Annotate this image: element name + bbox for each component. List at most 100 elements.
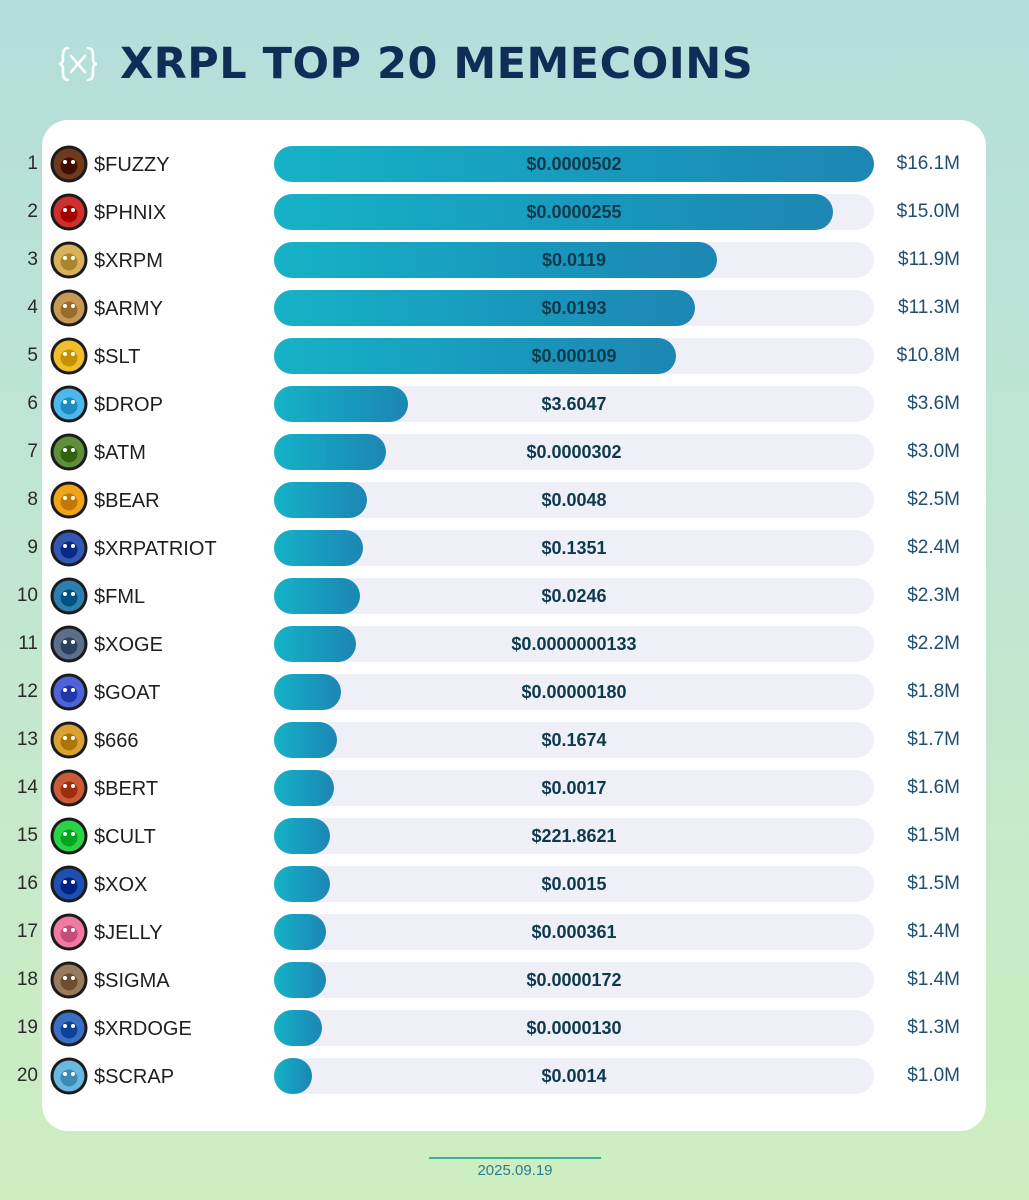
phoenix-bird-avatar-icon [50,193,88,231]
xrdoge-husky-avatar-icon [50,1009,88,1047]
bar [274,674,341,710]
header: XRPL TOP 20 MEMECOINS [56,36,753,92]
bar-track: $0.0017 [274,770,874,806]
bar-track: $0.0000172 [274,962,874,998]
coin-ticker: $ARMY [94,298,163,320]
chart-row: 2 $PHNIX $0.0000255 $15.0M [0,193,1029,231]
price-label: $0.00000180 [521,682,627,702]
market-cap-label: $1.4M [907,921,960,942]
rank-label: 8 [27,489,38,510]
scrap-dog-avatar-icon [50,1057,88,1095]
bar-track: $0.0193 [274,290,874,326]
slt-cap-face-avatar-icon [50,337,88,375]
bar [274,194,833,230]
footer-divider [429,1157,601,1159]
goat-unicorn-avatar-icon [50,673,88,711]
coin-ticker: $XOGE [94,634,163,656]
chart-row: 11 $XOGE $0.0000000133 $2.2M [0,625,1029,663]
bar-track: $0.0119 [274,242,874,278]
rank-label: 19 [16,1017,38,1038]
coin-ticker: $DROP [94,394,163,416]
rank-label: 6 [27,393,38,414]
bar-track: $0.1351 [274,530,874,566]
chart-row: 17 $JELLY $0.000361 $1.4M [0,913,1029,951]
bar-track: $0.00000180 [274,674,874,710]
price-label: $0.0000302 [526,442,622,462]
bar [274,530,363,566]
price-label: $0.0015 [541,874,607,894]
chart-row: 8 $BEAR $0.0048 $2.5M [0,481,1029,519]
price-label: $0.0000130 [526,1018,622,1038]
coin-ticker: $FUZZY [94,154,170,176]
bar [274,962,326,998]
coin-ticker: $CULT [94,826,156,848]
price-label: $0.000361 [531,922,617,942]
coin-ticker: $PHNIX [94,202,167,224]
rank-label: 5 [27,345,38,366]
bar [274,866,330,902]
chart-row: 13 $666 $0.1674 $1.7M [0,721,1029,759]
rank-label: 12 [16,681,38,702]
army-x-logo-icon [50,289,88,327]
price-label: $0.0000502 [526,154,622,174]
market-cap-label: $11.9M [898,249,960,270]
chart-row: 20 $SCRAP $0.0014 $1.0M [0,1057,1029,1095]
bar [274,338,676,374]
rank-label: 4 [27,297,38,318]
chart-row: 7 $ATM $0.0000302 $3.0M [0,433,1029,471]
coin-ticker: $XRPATRIOT [94,538,217,560]
chart-row: 14 $BERT $0.0017 $1.6M [0,769,1029,807]
bar [274,770,334,806]
price-label: $0.1674 [541,730,607,750]
market-cap-label: $1.5M [907,873,960,894]
market-cap-label: $1.7M [907,729,960,750]
rank-label: 18 [16,969,38,990]
xrpatriot-flag-face-avatar-icon [50,529,88,567]
rank-label: 16 [16,873,38,894]
coin-ticker: $SLT [94,346,141,368]
bar-track: $3.6047 [274,386,874,422]
chart-row: 9 $XRPATRIOT $0.1351 $2.4M [0,529,1029,567]
bar [274,626,356,662]
bar-track: $0.000361 [274,914,874,950]
bar [274,242,717,278]
jelly-donut-avatar-icon [50,913,88,951]
chart-row: 10 $FML $0.0246 $2.3M [0,577,1029,615]
market-cap-label: $1.0M [907,1065,960,1086]
fuzzy-bear-avatar-icon [50,145,88,183]
market-cap-label: $1.6M [907,777,960,798]
market-cap-label: $3.6M [907,393,960,414]
market-cap-label: $3.0M [907,441,960,462]
bar-track: $0.0246 [274,578,874,614]
market-cap-label: $1.5M [907,825,960,846]
bar [274,578,360,614]
price-label: $0.0246 [541,586,607,606]
drop-blue-blob-avatar-icon [50,385,88,423]
chart-row: 18 $SIGMA $0.0000172 $1.4M [0,961,1029,999]
coin-ticker: $BEAR [94,490,160,512]
price-label: $0.000109 [531,346,617,366]
rank-label: 13 [16,729,38,750]
bar [274,386,408,422]
bar-track: $0.0000130 [274,1010,874,1046]
chart-row: 12 $GOAT $0.00000180 $1.8M [0,673,1029,711]
bar [274,722,337,758]
bert-bird-avatar-icon [50,769,88,807]
bear-top-hat-avatar-icon [50,481,88,519]
market-cap-label: $2.2M [907,633,960,654]
chart-row: 1 $FUZZY $0.0000502 $16.1M [0,145,1029,183]
bar [274,1058,312,1094]
market-cap-label: $1.3M [907,1017,960,1038]
rank-label: 20 [16,1065,38,1086]
price-label: $0.0193 [541,298,607,318]
market-cap-label: $2.4M [907,537,960,558]
footer-date: 2025.09.19 [477,1162,553,1179]
rank-label: 15 [16,825,38,846]
chart-row: 4 $ARMY $0.0193 $11.3M [0,289,1029,327]
chart-row: 19 $XRDOGE $0.0000130 $1.3M [0,1009,1029,1047]
rank-label: 3 [27,249,38,270]
bar [274,914,326,950]
market-cap-label: $2.3M [907,585,960,606]
chart-row: 15 $CULT $221.8621 $1.5M [0,817,1029,855]
chart-row: 3 $XRPM $0.0119 $11.9M [0,241,1029,279]
